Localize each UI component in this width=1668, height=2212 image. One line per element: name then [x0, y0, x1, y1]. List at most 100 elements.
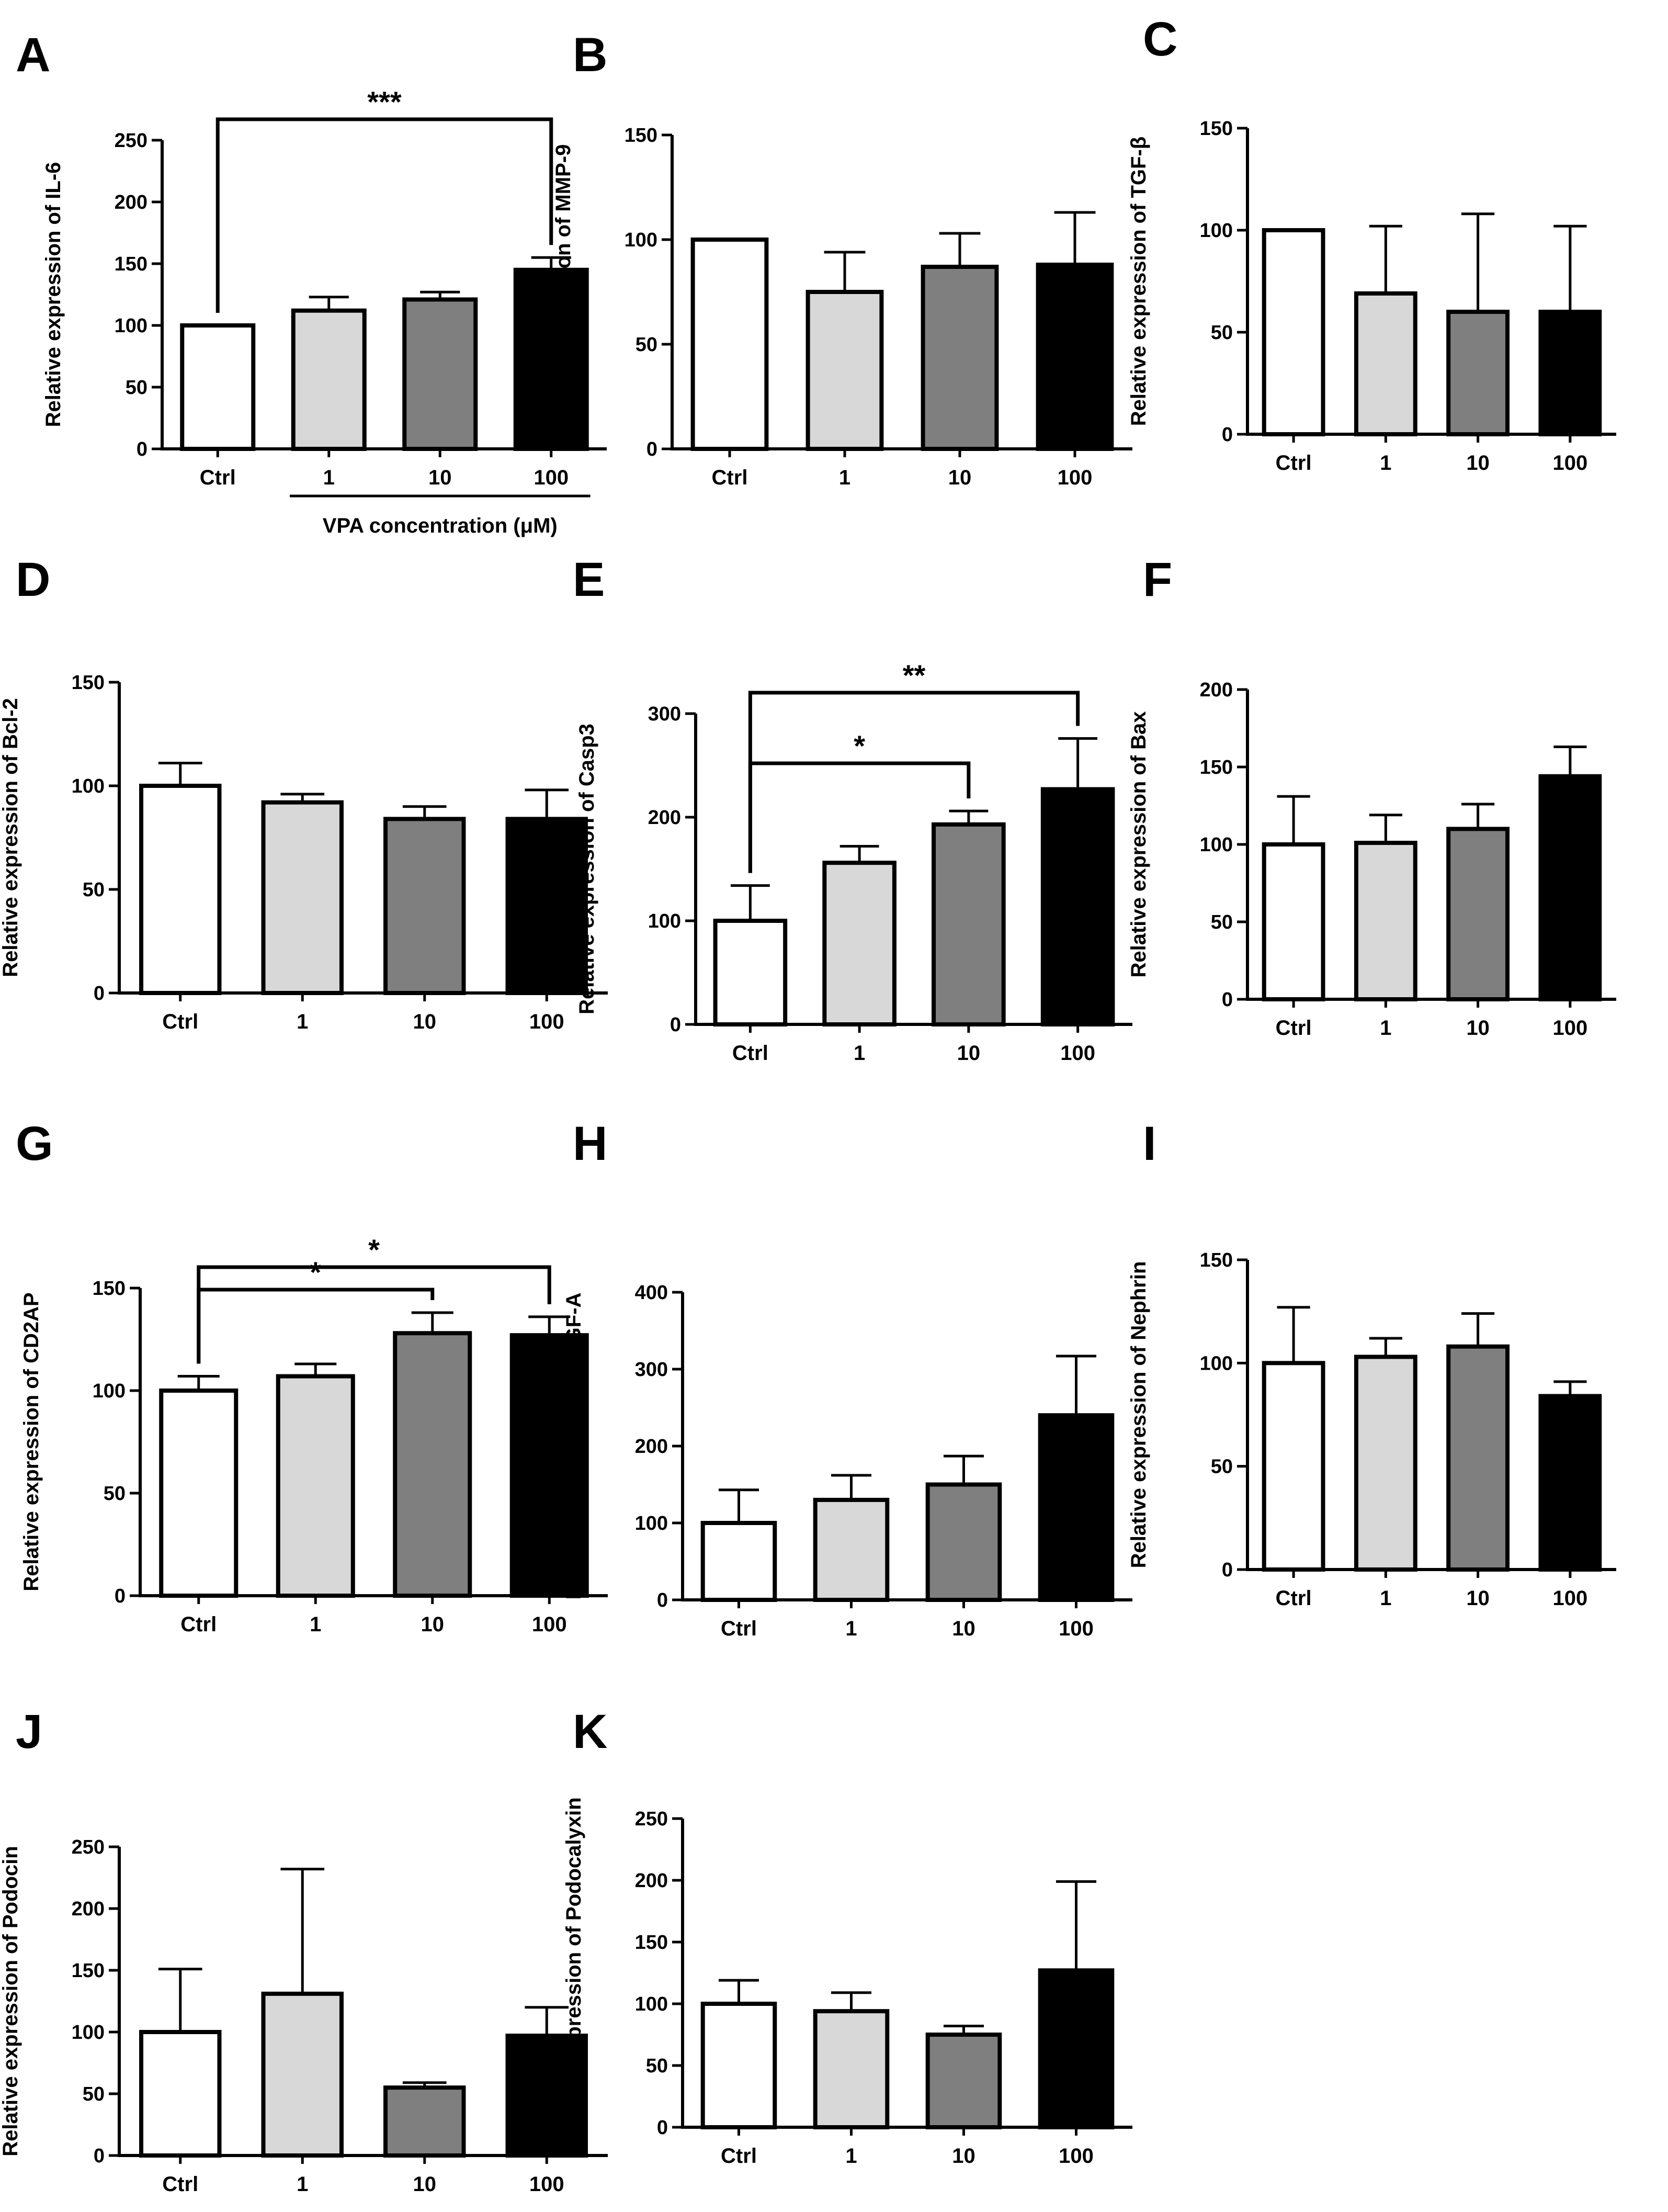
y-tick-label: 50: [1211, 1456, 1233, 1478]
x-tick-label: 1: [1380, 1587, 1391, 1610]
y-tick-label: 400: [635, 1282, 668, 1304]
y-tick-label: 100: [115, 315, 147, 337]
bar: [1038, 1968, 1115, 2130]
y-tick-label: 100: [1200, 220, 1233, 242]
panel-label: I: [1143, 1117, 1156, 1170]
y-tick-label: 50: [83, 879, 105, 901]
panel-label: C: [1143, 13, 1177, 66]
bar: [1354, 1355, 1417, 1572]
bar: [1538, 310, 1602, 436]
y-tick-label: 100: [72, 2022, 105, 2044]
y-tick-label: 200: [635, 1436, 668, 1458]
y-tick-label: 50: [646, 2055, 668, 2077]
y-tick-label: 150: [1200, 757, 1233, 778]
y-tick-label: 200: [115, 191, 147, 213]
x-tick-label: 100: [1553, 452, 1588, 475]
y-tick-label: 250: [72, 1836, 105, 1858]
x-tick-label: Ctrl: [721, 1617, 757, 1640]
y-tick-label: 300: [648, 703, 681, 725]
x-tick-label: 100: [529, 1010, 564, 1033]
y-tick-label: 200: [1200, 679, 1233, 701]
x-tick-label: 1: [310, 1613, 321, 1636]
panel-label: G: [16, 1117, 53, 1170]
y-tick-label: 150: [625, 125, 657, 146]
bar: [291, 308, 367, 451]
y-tick-label: 200: [72, 1898, 105, 1920]
significance-label: *: [368, 1233, 380, 1266]
panel-label: J: [16, 1705, 42, 1758]
y-tick-label: 150: [635, 1932, 668, 1954]
x-tick-label: 10: [1466, 1587, 1490, 1610]
bar: [1262, 1361, 1325, 1572]
bar: [139, 784, 222, 995]
x-tick-label: Ctrl: [162, 1010, 198, 1033]
significance-label: *: [310, 1256, 321, 1289]
bar: [1446, 827, 1510, 1002]
bar: [1262, 842, 1325, 1001]
panel-h: H Relative expression of VEGF-A 0 100 200 300…: [562, 1117, 1132, 1640]
y-tick-label: 150: [1200, 118, 1233, 140]
y-tick-label: 300: [635, 1359, 668, 1381]
y-tick-label: 0: [1222, 1559, 1233, 1581]
x-tick-label: Ctrl: [180, 1613, 217, 1636]
y-tick-label: 0: [94, 2145, 105, 2167]
x-tick-label: 1: [297, 1010, 308, 1033]
x-tick-label: Ctrl: [1276, 1017, 1312, 1040]
y-axis-title: Relative expression of Bax: [1127, 711, 1150, 977]
x-tick-label: 100: [529, 2173, 564, 2196]
x-tick-label: 10: [952, 2145, 975, 2168]
x-tick-label: Ctrl: [732, 1042, 768, 1065]
y-axis-title: Relative expression of Bcl-2: [0, 698, 22, 977]
panel-j: J Relative expression of Podocin 0 50 100 150…: [0, 1705, 608, 2196]
significance-bracket: [197, 1265, 551, 1364]
bar: [505, 817, 588, 995]
bar: [1538, 774, 1602, 1001]
panel-f: F Relative expression of Bax 0 50 100 150 200 C…: [1127, 553, 1616, 1040]
x-tick-label: 100: [1060, 1042, 1095, 1065]
y-tick-label: 0: [1222, 989, 1233, 1011]
x-tick-label: 10: [952, 1617, 975, 1640]
x-tick-label: Ctrl: [1276, 452, 1312, 475]
bar: [261, 800, 344, 996]
y-axis-title: Relative expression of Podocalyxin: [562, 1797, 585, 2148]
panel-b: B Relative expression of MMP-9 0 50 100 150 Ct…: [552, 28, 1132, 489]
y-tick-label: 250: [115, 130, 147, 152]
bar: [393, 1331, 472, 1598]
x-tick-label: 1: [854, 1042, 865, 1065]
x-tick-label: 100: [1553, 1017, 1588, 1040]
panel-d: D Relative expression of Bcl-2 0 50 100 150 Ct…: [0, 553, 608, 1033]
y-axis-title: Relative expression of Podocin: [0, 1846, 22, 2157]
panel-e: E Relative expression of Casp3 0 100 200 300 C…: [573, 553, 1132, 1065]
x-tick-label: 1: [845, 1617, 857, 1640]
x-tick-label: 10: [1466, 1017, 1490, 1040]
panel-i: I Relative expression of Nephrin 0 50 100 150…: [1127, 1117, 1616, 1610]
y-tick-label: 150: [72, 672, 105, 694]
y-tick-label: 0: [115, 1585, 126, 1607]
x-tick-label: 1: [845, 2145, 857, 2168]
bar: [383, 2085, 466, 2158]
x-tick-label: 10: [957, 1042, 981, 1065]
significance-bracket: [748, 691, 1080, 873]
panel-k: K Relative expression of Podocalyxin 0 50 10…: [562, 1705, 1132, 2168]
bar: [261, 1991, 344, 2158]
bar: [159, 1389, 239, 1598]
y-tick-label: 100: [635, 1513, 668, 1534]
bar: [1446, 310, 1510, 436]
y-tick-label: 50: [1211, 911, 1233, 933]
bar: [713, 919, 788, 1026]
y-tick-label: 100: [93, 1380, 126, 1402]
x-tick-label: Ctrl: [162, 2173, 198, 2196]
x-tick-label: 1: [1380, 452, 1391, 475]
bar: [925, 1482, 1002, 1602]
bar: [383, 817, 466, 995]
significance-label: ***: [367, 85, 402, 118]
panel-label: E: [573, 553, 605, 606]
y-axis-title: Relative expression of Nephrin: [1127, 1261, 1150, 1568]
panel-g: G Relative expression of CD2AP 0 50 100 150 Ct…: [16, 1117, 608, 1636]
significance-label: **: [903, 659, 926, 692]
bar: [932, 822, 1006, 1026]
y-tick-label: 0: [94, 983, 105, 1005]
bar: [813, 1497, 890, 1602]
panel-label: B: [573, 28, 607, 82]
